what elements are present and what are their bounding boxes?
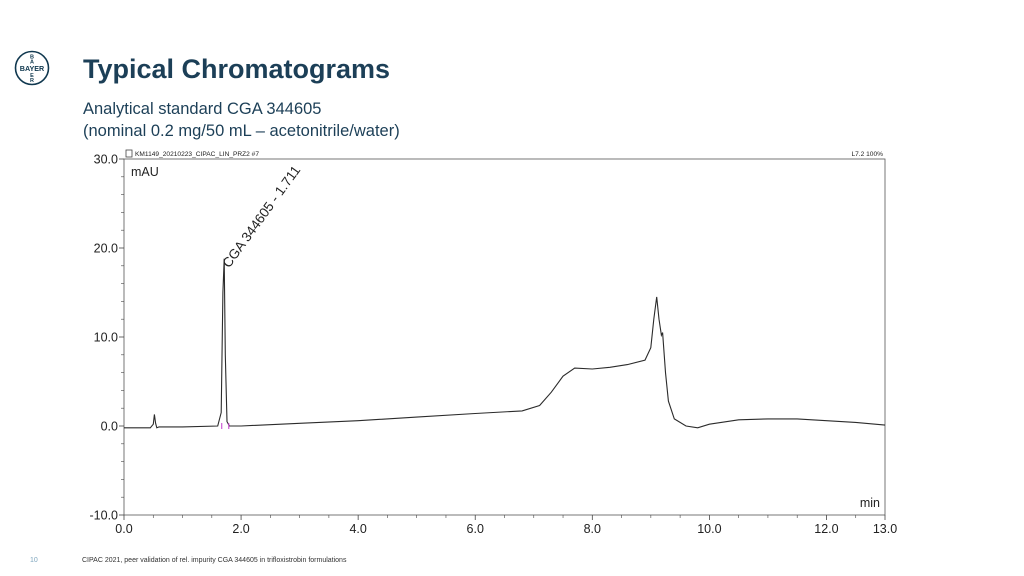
peak-label: CGA 344605 - 1.711 [219, 163, 303, 271]
x-tick-label: 4.0 [349, 522, 366, 536]
x-tick-label: 10.0 [697, 522, 721, 536]
x-tick-label: 2.0 [232, 522, 249, 536]
svg-text:B: B [30, 55, 34, 61]
x-axis-unit-label: min [860, 496, 880, 510]
axes-group: -10.00.010.020.030.00.0 2.0 4.0 6.0 8.0 10.0 1… [90, 153, 898, 537]
plot-frame [123, 158, 886, 516]
x-tick-label: 0.0 [115, 522, 132, 536]
svg-text:E: E [30, 73, 34, 79]
footer-citation: CIPAC 2021, peer validation of rel. impu… [82, 557, 347, 564]
page-number: 10 [30, 557, 38, 564]
x-tick-label: 13.0 [873, 522, 897, 536]
y-tick-label: -10.0 [90, 509, 119, 523]
x-tick-label: 12.0 [814, 522, 838, 536]
y-tick-label: 20.0 [94, 242, 118, 256]
channel-label: L7.2 100% [851, 151, 883, 158]
y-axis-unit-label: mAU [131, 165, 159, 179]
subtitle: Analytical standard CGA 344605 (nominal … [83, 98, 400, 142]
logo-horizontal-text: BAYER [20, 64, 45, 73]
run-label: KM1149_20210223_CIPAC_LIN_PRZ2 #7 [135, 151, 259, 158]
y-tick-label: 30.0 [94, 153, 118, 167]
chromatogram-trace [124, 258, 886, 429]
x-tick-label: 8.0 [584, 522, 601, 536]
page-title: Typical Chromatograms [83, 54, 391, 84]
y-tick-label: 10.0 [94, 331, 118, 345]
peak-annotation-group: CGA 344605 - 1.711 [219, 163, 303, 429]
subtitle-line-1: Analytical standard CGA 344605 [83, 100, 322, 118]
x-tick-label: 6.0 [467, 522, 484, 536]
y-tick-label: 0.0 [101, 420, 118, 434]
svg-text:A: A [30, 60, 34, 66]
subtitle-line-2: (nominal 0.2 mg/50 mL – acetonitrile/wat… [83, 122, 400, 140]
svg-text:R: R [30, 78, 34, 84]
bayer-logo: BAYER B A E R [14, 50, 50, 86]
run-icon [125, 149, 133, 158]
